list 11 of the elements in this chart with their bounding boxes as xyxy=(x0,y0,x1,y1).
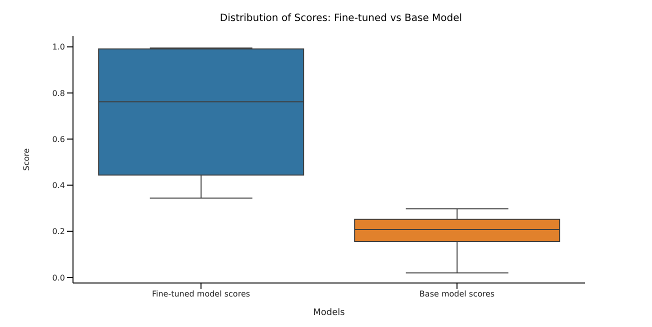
y-tick-label: 0.0 xyxy=(52,273,65,282)
chart-title: Distribution of Scores: Fine-tuned vs Base Model xyxy=(218,12,464,26)
y-axis-title: Score xyxy=(22,148,31,171)
y-tick-label: 0.4 xyxy=(52,181,65,190)
y-tick-label: 0.2 xyxy=(52,227,65,236)
x-tick-label: Fine-tuned model scores xyxy=(152,290,250,299)
y-tick-label: 1.0 xyxy=(52,42,65,52)
y-tick-label: 0.6 xyxy=(52,134,65,144)
x-tick-label: Base model scores xyxy=(419,290,495,299)
x-axis-title: Models xyxy=(313,308,346,318)
y-tick-label: 0.8 xyxy=(52,88,65,98)
